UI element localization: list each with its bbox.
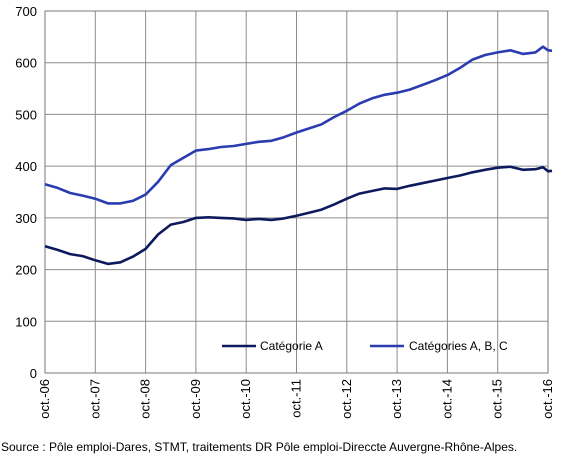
y-tick-label: 100 bbox=[15, 314, 37, 329]
x-tick-label: oct.-06 bbox=[37, 379, 52, 419]
x-tick-label: oct.-09 bbox=[188, 379, 203, 419]
x-axis-ticks: oct.-06 oct.-07 oct.-08 oct.-09 oct.-10 oct.-… bbox=[37, 379, 555, 419]
x-tick-label: oct.-14 bbox=[439, 379, 454, 419]
y-tick-label: 500 bbox=[15, 107, 37, 122]
x-tick-label: oct.-16 bbox=[540, 379, 555, 419]
x-tick-label: oct.-12 bbox=[339, 379, 354, 419]
grid bbox=[45, 11, 548, 373]
y-axis-ticks: 0 100 200 300 400 500 600 700 bbox=[15, 4, 37, 381]
legend-label: Catégories A, B, C bbox=[409, 339, 508, 353]
y-tick-label: 400 bbox=[15, 159, 37, 174]
plot-frame bbox=[44, 10, 549, 374]
x-tick-label: oct.-07 bbox=[87, 379, 102, 419]
legend: Catégorie A Catégories A, B, C bbox=[222, 339, 508, 353]
y-tick-label: 200 bbox=[15, 263, 37, 278]
source-note: Source : Pôle emploi-Dares, STMT, traite… bbox=[1, 440, 518, 454]
legend-label: Catégorie A bbox=[260, 339, 323, 353]
series-lines bbox=[44, 45, 553, 266]
plot-border bbox=[44, 10, 549, 374]
x-tick-label: oct.-13 bbox=[389, 379, 404, 419]
y-tick-label: 700 bbox=[15, 4, 37, 19]
series-line-categorie-a bbox=[44, 165, 553, 266]
x-tick-label: oct.-15 bbox=[490, 379, 505, 419]
y-tick-label: 600 bbox=[15, 56, 37, 71]
y-tick-label: 300 bbox=[15, 211, 37, 226]
x-tick-label: oct.-11 bbox=[289, 379, 304, 418]
series-line-categories-abc bbox=[44, 45, 553, 205]
x-tick-label: oct.-10 bbox=[238, 379, 253, 419]
y-tick-label: 0 bbox=[30, 366, 37, 381]
x-tick-label: oct.-08 bbox=[138, 379, 153, 419]
